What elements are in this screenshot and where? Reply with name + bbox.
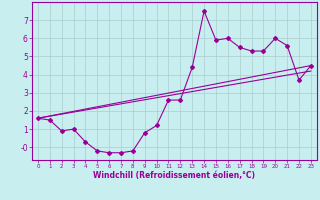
X-axis label: Windchill (Refroidissement éolien,°C): Windchill (Refroidissement éolien,°C) (93, 171, 255, 180)
